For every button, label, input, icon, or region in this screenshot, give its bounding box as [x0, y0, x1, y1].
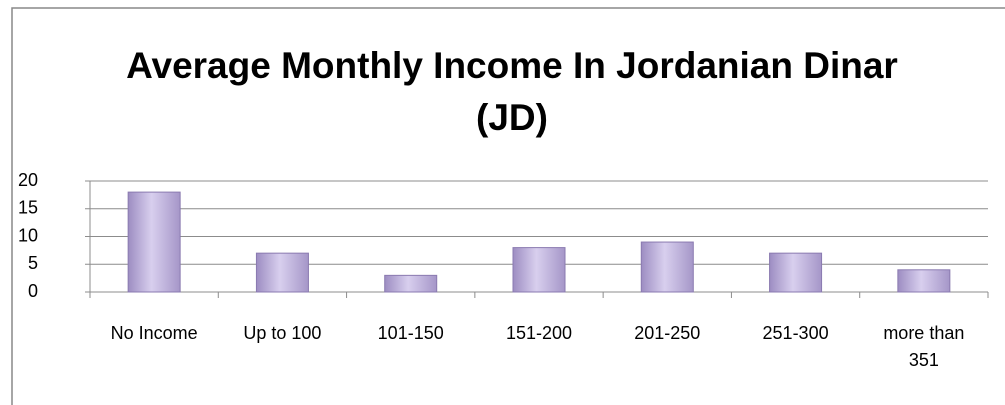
y-tick-label: 5: [28, 253, 38, 273]
bar: [512, 247, 566, 293]
x-tick-label: more than 351: [883, 323, 965, 370]
chart-title: Average Monthly Income In Jordanian Dina…: [126, 45, 898, 138]
y-tick-label: 15: [18, 198, 38, 218]
bar: [127, 191, 181, 293]
x-tick-label: Up to 100: [243, 323, 322, 343]
x-tick-label: No Income: [110, 323, 198, 343]
chart-frame: [11, 7, 1005, 405]
y-tick-label: 10: [18, 225, 38, 245]
bar: [384, 274, 438, 293]
x-tick-label: 251-300: [762, 323, 829, 343]
x-tick-label: 151-200: [505, 323, 573, 343]
bar: [640, 241, 694, 293]
bar: [769, 252, 823, 293]
y-tick-label: 0: [28, 281, 38, 301]
y-tick-label: 20: [18, 170, 38, 190]
bar: [897, 269, 951, 293]
bar: [255, 252, 309, 293]
x-tick-label: 201-250: [634, 323, 701, 343]
x-tick-label: 101-150: [377, 323, 444, 343]
